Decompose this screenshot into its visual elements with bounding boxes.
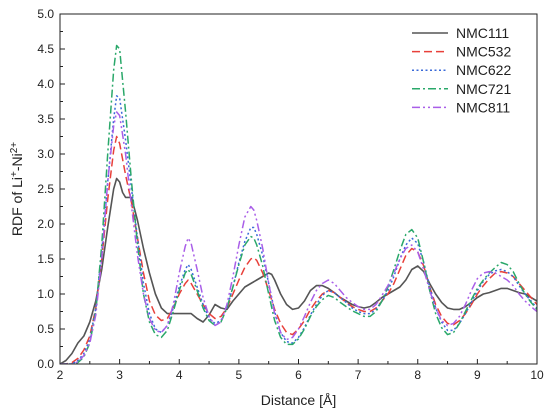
y-tick-label: 3.0: [37, 147, 54, 161]
x-tick-label: 7: [355, 368, 362, 382]
x-tick-label: 3: [116, 368, 123, 382]
series-layer: [60, 44, 537, 364]
ticks-layer: 2 3 4 5 6 7 8 9 10 0.0 0.5 1.0 1.5 2.0 2.5 3.0 3.5 4.0 4.5…: [37, 7, 544, 382]
y-tick-label: 1.5: [37, 252, 54, 266]
legend-label-nmc532: NMC532: [456, 44, 511, 60]
y-tick-label: 2.5: [37, 182, 54, 196]
legend-label-nmc811: NMC811: [456, 99, 510, 115]
y-tick-label: 2.0: [37, 217, 54, 231]
y-axis-title-base: RDF of Li: [9, 177, 25, 236]
series-line-nmc532: [60, 135, 537, 364]
legend-label-nmc721: NMC721: [456, 81, 511, 97]
series-line-nmc721: [60, 44, 537, 364]
x-tick-label: 6: [295, 368, 302, 382]
x-tick-label: 8: [414, 368, 421, 382]
y-tick-label: 3.5: [37, 112, 54, 126]
series-line-nmc622: [60, 95, 537, 364]
x-tick-label: 2: [57, 368, 64, 382]
y-tick-label: 1.0: [37, 287, 54, 301]
y-axis-title-sup1: +: [9, 171, 20, 177]
x-tick-label: 5: [236, 368, 243, 382]
y-tick-label: 4.5: [37, 42, 54, 56]
y-tick-label: 0.5: [37, 322, 54, 336]
x-tick-label: 10: [530, 368, 544, 382]
y-tick-label: 0.0: [37, 357, 54, 371]
legend: NMC111 NMC532 NMC622 NMC721 NMC811: [412, 25, 511, 115]
legend-label-nmc111: NMC111: [456, 25, 509, 41]
x-tick-label: 4: [176, 368, 183, 382]
y-tick-label: 5.0: [37, 7, 54, 21]
legend-label-nmc622: NMC622: [456, 62, 511, 78]
y-axis-title-mid: -Ni: [9, 153, 25, 171]
y-tick-label: 4.0: [37, 77, 54, 91]
x-tick-label: 9: [474, 368, 481, 382]
x-axis-title: Distance [Å]: [261, 392, 336, 408]
series-line-nmc811: [60, 111, 537, 364]
y-axis-title: RDF of Li+-Ni2+: [9, 142, 26, 236]
y-axis-title-sup2: 2+: [9, 142, 20, 154]
